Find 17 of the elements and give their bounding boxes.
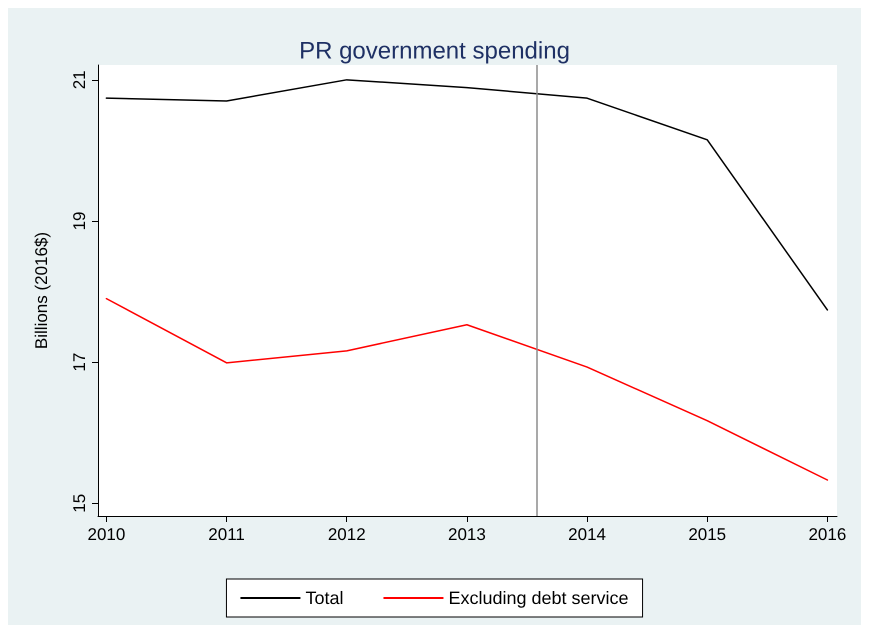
legend-label: Total	[305, 588, 344, 608]
y-tick-label: 19	[70, 212, 89, 230]
y-tick-label: 21	[70, 70, 89, 90]
x-tick-label: 2012	[328, 525, 366, 544]
x-tick-label: 2011	[208, 525, 245, 544]
line-series	[106, 79, 828, 311]
x-tick-label: 2013	[448, 525, 486, 544]
y-axis-title: Billions (2016$)	[32, 232, 51, 350]
line-series	[106, 298, 828, 481]
y-tick-label: 17	[70, 352, 89, 372]
chart-title: PR government spending	[299, 38, 570, 64]
x-tick-label: 2014	[568, 525, 606, 544]
x-tick-label: 2016	[808, 525, 846, 544]
legend-label: Excluding debt service	[448, 588, 629, 608]
y-tick-label: 15	[70, 494, 89, 513]
x-tick-label: 2010	[87, 525, 126, 544]
x-tick-label: 2015	[688, 525, 726, 544]
